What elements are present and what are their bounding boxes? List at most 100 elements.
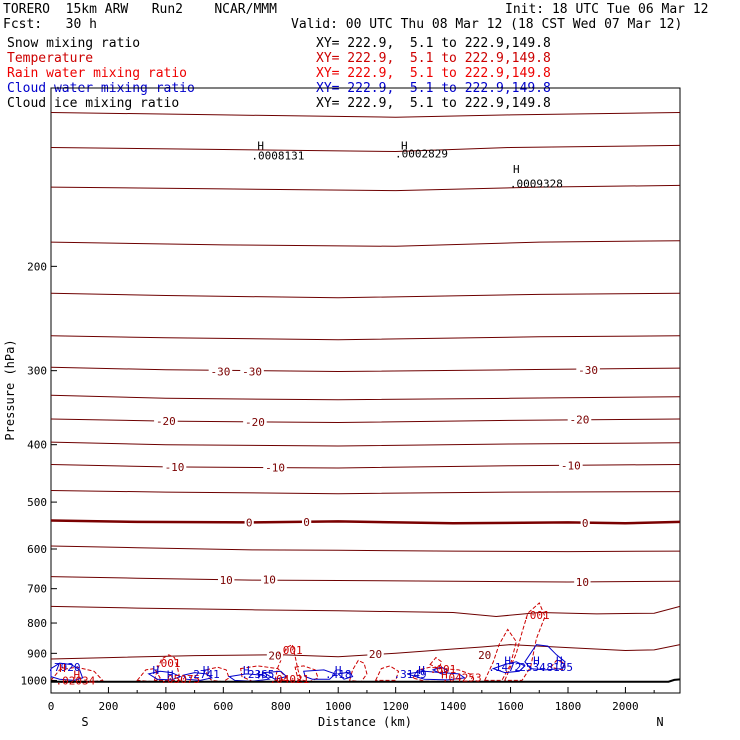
cloud-water-label: .2365 bbox=[241, 668, 274, 681]
temperature-label-bg bbox=[266, 649, 284, 661]
high-marker: H bbox=[401, 139, 408, 152]
init-time: Init: 18 UTC Tue 06 Mar 12 bbox=[505, 2, 709, 17]
high-marker: H bbox=[441, 669, 448, 682]
rain-contour bbox=[483, 628, 517, 681]
temperature-contour bbox=[50, 366, 681, 373]
temperature-contour bbox=[50, 335, 681, 341]
legend-cloud-ice-xy: XY= 222.9, 5.1 to 222.9,149.8 bbox=[316, 96, 551, 111]
temperature-label: -10 bbox=[265, 461, 285, 474]
legend-rain-name: Rain water mixing ratio bbox=[7, 66, 188, 81]
temperature-contour bbox=[50, 490, 681, 495]
rain-label: .04253 bbox=[442, 671, 482, 684]
rain-contour bbox=[240, 665, 288, 683]
cloud-water-contour bbox=[337, 671, 354, 680]
rain-label: .04021 bbox=[270, 673, 310, 686]
model-title: TORERO 15km ARW Run2 NCAR/MMM bbox=[3, 2, 277, 17]
high-marker: H bbox=[203, 664, 210, 677]
temperature-label: 10 bbox=[263, 573, 276, 586]
cloud-water-contour bbox=[182, 672, 214, 681]
temperature-label-bg bbox=[367, 647, 384, 659]
temperature-contour bbox=[50, 292, 681, 299]
x-tick-label: 1600 bbox=[497, 700, 524, 713]
temperature-contour bbox=[50, 545, 681, 553]
high-marker: H bbox=[335, 664, 342, 677]
temperature-contour bbox=[50, 519, 681, 525]
snow-max-label: .0009328 bbox=[510, 178, 563, 191]
temperature-label: 0 bbox=[303, 516, 310, 529]
temperature-label-bg bbox=[559, 459, 583, 471]
high-marker: H bbox=[153, 664, 160, 677]
x-axis-label: Distance (km) bbox=[318, 715, 412, 729]
temperature-contour bbox=[50, 418, 681, 424]
x-tick-label: 1200 bbox=[382, 700, 409, 713]
x-tick-label: 0 bbox=[48, 700, 55, 713]
cloud-water-label: .418 bbox=[325, 668, 352, 681]
cloud-water-label: .7920 bbox=[47, 661, 80, 674]
rain-contour bbox=[205, 666, 230, 683]
temperature-label-bg bbox=[576, 363, 600, 375]
temperature-label-bg bbox=[580, 516, 590, 528]
temperature-label-bg bbox=[243, 415, 267, 427]
temperature-label: 20 bbox=[268, 649, 281, 662]
rain-label: .001 bbox=[430, 663, 457, 676]
temperature-label: 0 bbox=[246, 516, 253, 529]
north-label: N bbox=[656, 715, 663, 729]
y-tick-label: 400 bbox=[27, 439, 47, 452]
x-tick-label: 1000 bbox=[325, 700, 352, 713]
temperature-contour bbox=[50, 441, 681, 447]
rain-label: .001 bbox=[523, 609, 550, 622]
high-marker: H bbox=[533, 654, 540, 667]
rain-label: .001 bbox=[276, 644, 303, 657]
temperature-label-bg bbox=[162, 460, 187, 472]
temperature-label-bg bbox=[218, 574, 235, 586]
legend-temperature-xy: XY= 222.9, 5.1 to 222.9,149.8 bbox=[316, 51, 551, 66]
y-axis-label: Pressure (hPa) bbox=[3, 339, 17, 440]
temperature-contour bbox=[50, 394, 681, 401]
rain-contour bbox=[429, 656, 443, 670]
temperature-label: 20 bbox=[478, 649, 491, 662]
temperature-label: -20 bbox=[570, 414, 590, 427]
rain-contour bbox=[349, 659, 368, 683]
temperature-label-bg bbox=[302, 515, 312, 527]
legend-temperature-name: Temperature bbox=[7, 51, 94, 66]
y-tick-label: 300 bbox=[27, 365, 47, 378]
cloud-water-label: .1472 bbox=[488, 661, 521, 674]
temperature-label: -10 bbox=[165, 461, 185, 474]
temperature-label: -30 bbox=[578, 364, 598, 377]
cloud-water-contour bbox=[261, 670, 288, 680]
cloud-water-contour bbox=[147, 670, 182, 681]
temperature-contour bbox=[50, 464, 681, 469]
cloud-water-contour bbox=[431, 666, 449, 675]
rain-label: .05075 bbox=[160, 673, 200, 686]
legend-snow-xy: XY= 222.9, 5.1 to 222.9,149.8 bbox=[316, 36, 551, 51]
cloud-water-contour bbox=[524, 644, 566, 671]
cloud-water-contour bbox=[227, 673, 271, 682]
temperature-label-bg bbox=[263, 461, 287, 473]
high-marker: H bbox=[418, 664, 425, 677]
temperature-contour bbox=[50, 644, 681, 660]
temperature-label: -30 bbox=[242, 366, 262, 379]
rain-label: .02034 bbox=[56, 674, 96, 687]
temperature-label: -20 bbox=[245, 416, 265, 429]
cloud-water-label: .8195 bbox=[540, 661, 573, 674]
high-marker: H bbox=[556, 654, 563, 667]
plot-frame bbox=[50, 87, 681, 694]
x-tick-label: 400 bbox=[156, 700, 176, 713]
cloud-water-contour bbox=[303, 669, 337, 680]
temperature-label: 10 bbox=[576, 576, 589, 589]
temperature-label-bg bbox=[574, 575, 591, 587]
high-marker: H bbox=[513, 163, 520, 176]
rain-contour bbox=[294, 665, 319, 683]
temperature-label: -20 bbox=[156, 415, 176, 428]
rain-label: .001 bbox=[154, 657, 181, 670]
rain-contour bbox=[504, 602, 546, 681]
y-tick-label: 900 bbox=[27, 647, 47, 660]
x-tick-label: 1800 bbox=[555, 700, 582, 713]
high-marker: H bbox=[257, 139, 264, 152]
y-tick-label: 700 bbox=[27, 583, 47, 596]
temperature-label-bg bbox=[244, 516, 254, 528]
cloud-water-label: .2741 bbox=[187, 668, 220, 681]
temperature-label-bg bbox=[154, 415, 178, 427]
